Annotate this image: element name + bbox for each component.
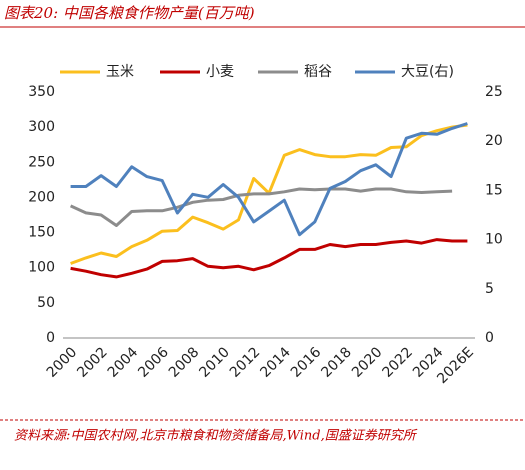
series-line [70,122,468,237]
series-line [70,238,468,279]
x-tick-label: 2004 [105,344,142,381]
x-tick-label: 2016 [288,344,325,381]
x-tick-label: 2012 [227,344,264,381]
y2-tick-label: 0 [485,330,494,346]
y-tick-label: 200 [28,189,55,205]
y2-tick-label: 20 [485,133,503,149]
x-tick-label: 2006 [135,344,172,381]
legend-label: 稻谷 [304,64,332,80]
y2-tick-label: 15 [485,182,503,198]
x-tick-label: 2022 [379,344,416,381]
y2-tick-label: 5 [485,281,494,297]
y-tick-label: 100 [28,260,55,276]
y-tick-label: 50 [37,295,55,311]
y-tick-label: 0 [46,330,55,346]
source: 资料来源:中国农村网,北京市粮食和物资储备局,Wind,国盛证券研究所 [14,428,418,444]
y2-tick-label: 10 [485,232,503,248]
x-tick-label: 2002 [74,344,111,381]
y-tick-label: 350 [28,84,55,100]
x-tick-label: 2020 [349,344,386,381]
legend-label: 玉米 [106,64,134,80]
y-tick-label: 150 [28,225,55,241]
chart-title: 图表20: 中国各粮食作物产量(百万吨) [4,4,255,22]
y-tick-label: 250 [28,154,55,170]
x-tick-label: 2014 [257,344,294,381]
y2-tick-label: 25 [485,84,503,100]
legend-label: 大豆(右) [401,64,454,80]
x-tick-label: 2010 [196,344,233,381]
x-tick-label: 2000 [44,344,81,381]
series-line [69,187,453,227]
legend-label: 小麦 [206,64,234,80]
x-tick-label: 2008 [166,344,203,381]
y-tick-label: 300 [28,119,55,135]
x-tick-label: 2018 [318,344,355,381]
